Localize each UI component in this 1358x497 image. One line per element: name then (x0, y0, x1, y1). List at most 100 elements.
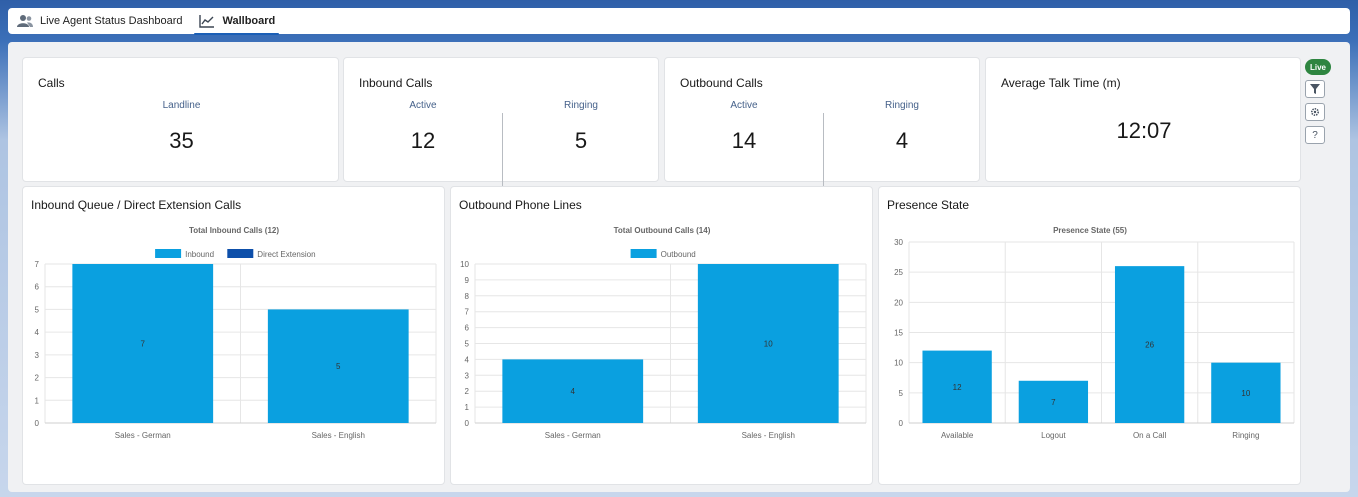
data-label: 7 (1051, 398, 1056, 407)
x-tick-label: Sales - German (115, 431, 171, 440)
y-tick-label: 5 (899, 389, 904, 398)
inbound-active-label: Active (409, 100, 437, 111)
y-tick-label: 1 (35, 396, 40, 405)
data-label: 10 (764, 340, 773, 349)
tab-label: Wallboard (222, 15, 276, 27)
divider (502, 113, 503, 190)
tile-title: Inbound Calls (359, 76, 433, 90)
tile-title: Outbound Calls (680, 76, 763, 90)
bar (267, 309, 409, 423)
x-tick-label: Available (941, 431, 974, 440)
tab-label: Live Agent Status Dashboard (40, 15, 183, 27)
tile-title: Average Talk Time (m) (1001, 76, 1121, 90)
help-button[interactable]: ? (1305, 126, 1325, 144)
outbound-ringing-value: 4 (895, 128, 909, 153)
y-tick-label: 0 (35, 419, 40, 428)
x-tick-label: Sales - German (545, 431, 601, 440)
y-tick-label: 30 (894, 238, 903, 247)
x-tick-label: On a Call (1133, 431, 1167, 440)
average-talk-time-tile: Average Talk Time (m) 12:07 (985, 57, 1301, 182)
divider (823, 113, 824, 190)
landline-label: Landline (162, 100, 201, 111)
y-tick-label: 2 (35, 374, 40, 383)
live-badge[interactable]: Live (1305, 59, 1331, 75)
y-tick-label: 1 (465, 403, 470, 412)
data-label: 4 (571, 387, 576, 396)
outbound-bar-chart: Total Outbound Calls (14) Outbound 0 1 2 3 4 5 6… (460, 226, 867, 440)
tile-title: Calls (38, 76, 65, 90)
x-tick-label: Sales - English (742, 431, 795, 440)
line-chart-icon (198, 13, 216, 29)
y-tick-label: 7 (465, 308, 470, 317)
y-tick-label: 8 (465, 292, 470, 301)
inbound-ringing-value: 5 (574, 128, 588, 153)
presence-bar-chart: Presence State (55) 0 5 10 15 20 25 30 Available… (894, 226, 1295, 440)
bar (72, 264, 214, 423)
outbound-active-label: Active (730, 100, 758, 111)
y-tick-label: 7 (35, 260, 40, 269)
gear-icon (1310, 107, 1320, 117)
data-label: 26 (1145, 341, 1154, 350)
users-icon (16, 13, 34, 29)
y-tick-label: 10 (894, 359, 903, 368)
chart-title: Total Outbound Calls (14) (614, 226, 711, 235)
inbound-calls-tile: Inbound Calls Active 12 Ringing 5 (343, 57, 659, 190)
x-tick-label: Ringing (1232, 431, 1259, 440)
settings-button[interactable] (1305, 103, 1325, 121)
y-tick-label: 3 (35, 351, 40, 360)
legend-label: Direct Extension (257, 250, 315, 259)
average-talk-time-value: 12:07 (1116, 118, 1172, 143)
outbound-active-value: 14 (731, 128, 757, 153)
y-tick-label: 2 (465, 387, 470, 396)
data-label: 7 (141, 340, 146, 349)
filter-button[interactable] (1305, 80, 1325, 98)
bar (1018, 380, 1089, 423)
x-tick-label: Sales - English (312, 431, 365, 440)
inbound-active-value: 12 (410, 128, 436, 153)
outbound-chart-panel: Outbound Phone Lines Total Outbound Call… (450, 186, 873, 485)
outbound-ringing-label: Ringing (885, 100, 919, 111)
outbound-calls-tile: Outbound Calls Active 14 Ringing 4 (664, 57, 980, 190)
legend-swatch (155, 249, 182, 258)
bar (697, 264, 839, 423)
calls-tile: Calls Landline 35 (22, 57, 339, 182)
help-icon: ? (1312, 129, 1318, 141)
y-tick-label: 9 (465, 276, 470, 285)
panel-title: Outbound Phone Lines (459, 198, 582, 212)
tab-bar: Live Agent Status Dashboard Wallboard (8, 8, 1350, 35)
y-tick-label: 15 (894, 329, 903, 338)
bar (1211, 362, 1281, 423)
y-tick-label: 6 (465, 324, 470, 333)
data-label: 10 (1241, 389, 1250, 398)
y-tick-label: 6 (35, 283, 40, 292)
y-tick-label: 5 (465, 340, 470, 349)
y-tick-label: 10 (460, 260, 469, 269)
bar (922, 350, 992, 423)
panel-title: Presence State (887, 198, 970, 212)
presence-chart-panel: Presence State Presence State (55) 0 5 10 15… (878, 186, 1301, 485)
tab-wallboard[interactable]: Wallboard (190, 8, 283, 35)
y-tick-label: 3 (465, 371, 470, 380)
filter-icon (1310, 84, 1320, 94)
tab-live-agent-status-dashboard[interactable]: Live Agent Status Dashboard (8, 8, 190, 34)
chart-title: Presence State (55) (1053, 226, 1127, 235)
legend-swatch (227, 249, 254, 258)
inbound-ringing-label: Ringing (564, 100, 598, 111)
y-tick-label: 0 (899, 419, 904, 428)
y-tick-label: 5 (35, 305, 40, 314)
inbound-chart-panel: Inbound Queue / Direct Extension Calls T… (22, 186, 445, 485)
y-tick-label: 20 (894, 298, 903, 307)
panel-title: Inbound Queue / Direct Extension Calls (31, 198, 242, 212)
y-tick-label: 25 (894, 268, 903, 277)
inbound-bar-chart: Total Inbound Calls (12) Inbound Direct Ex… (35, 226, 437, 440)
x-tick-label: Logout (1041, 431, 1066, 440)
wallboard-area: Calls Landline 35 Inbound Calls Active 1… (8, 42, 1350, 492)
data-label: 12 (953, 383, 962, 392)
y-tick-label: 4 (465, 355, 470, 364)
y-tick-label: 4 (35, 328, 40, 337)
bar (1114, 266, 1185, 423)
chart-title: Total Inbound Calls (12) (189, 226, 279, 235)
legend-label: Inbound (185, 250, 214, 259)
legend-swatch (630, 249, 657, 258)
legend-label: Outbound (661, 250, 696, 259)
